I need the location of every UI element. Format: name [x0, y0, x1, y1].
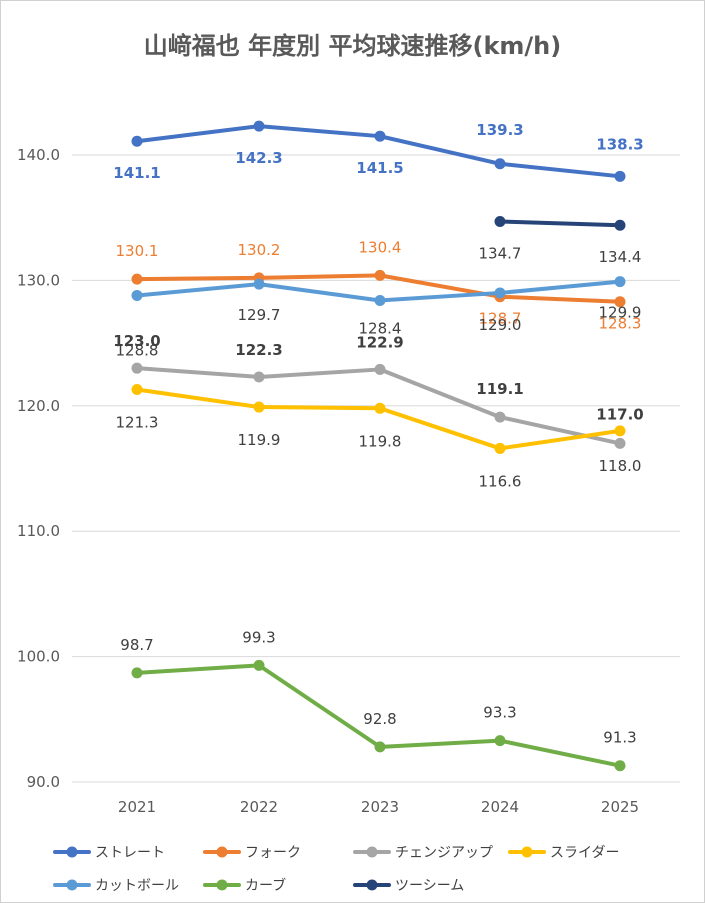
data-point [253, 278, 265, 290]
data-label: 98.7 [120, 636, 153, 654]
data-point [494, 215, 506, 227]
y-tick-label: 120.0 [17, 397, 60, 415]
data-label: 130.4 [359, 238, 402, 256]
legend-label: ストレート [95, 845, 165, 861]
data-point [614, 170, 626, 182]
gridlines [72, 154, 680, 783]
data-point [253, 401, 265, 413]
data-point [374, 294, 386, 306]
data-point [131, 135, 143, 147]
data-point [131, 289, 143, 301]
data-label: 119.8 [359, 432, 402, 450]
data-point [494, 411, 506, 423]
data-label: 122.3 [235, 341, 282, 359]
data-label: 93.3 [483, 704, 516, 722]
data-label: 91.3 [603, 729, 636, 747]
data-label: 99.3 [242, 628, 275, 646]
data-point [614, 760, 626, 772]
y-tick-label: 140.0 [17, 146, 60, 164]
data-label: 134.7 [479, 244, 522, 262]
data-labels: 141.1 142.3 141.5 139.3 138.3 130.1 130.2 130.4… [113, 121, 643, 747]
data-label: 134.4 [599, 248, 642, 266]
data-label: 117.0 [596, 405, 643, 423]
x-tick-label: 2023 [361, 798, 399, 816]
legend-label: ツーシーム [395, 878, 464, 894]
data-label: 142.3 [235, 149, 282, 167]
legend-swatch-marker [366, 879, 378, 891]
legend-label: フォーク [245, 845, 301, 861]
data-label: 123.0 [113, 332, 160, 350]
series-line [498, 219, 622, 228]
data-point [374, 741, 386, 753]
data-label: 119.9 [238, 431, 281, 449]
data-label: 92.8 [363, 710, 396, 728]
data-point [494, 158, 506, 170]
data-point [614, 437, 626, 449]
data-label: 121.3 [116, 413, 159, 431]
data-label: 130.1 [116, 242, 159, 260]
data-point [131, 667, 143, 679]
axis-labels: 90.0 100.0 110.0 120.0 130.0 140.0 2021 2022 202… [17, 146, 639, 816]
data-label: 141.5 [356, 159, 403, 177]
data-label: 129.7 [238, 306, 281, 324]
y-tick-label: 110.0 [17, 522, 60, 540]
series-lines [131, 120, 626, 772]
data-label: 122.9 [356, 333, 403, 351]
data-point [253, 120, 265, 132]
legend-swatch-marker [521, 846, 533, 858]
data-label: 138.3 [596, 135, 643, 153]
data-point [614, 276, 626, 288]
y-tick-label: 90.0 [27, 773, 60, 791]
y-tick-label: 100.0 [17, 648, 60, 666]
legend-swatch-marker [66, 846, 78, 858]
data-label: 129.9 [599, 304, 642, 322]
data-point [494, 735, 506, 747]
legend-label: カーブ [245, 877, 286, 894]
chart-title: 山﨑福也 年度別 平均球速推移(km/h) [143, 32, 562, 60]
legend-label: スライダー [550, 845, 619, 861]
x-tick-label: 2024 [481, 798, 519, 816]
data-label: 128.4 [359, 319, 402, 337]
legend-swatch-marker [366, 846, 378, 858]
data-label: 130.2 [238, 241, 281, 259]
data-point [131, 383, 143, 395]
data-point [494, 287, 506, 299]
data-point [374, 402, 386, 414]
data-point [614, 219, 626, 231]
data-label: 128.7 [479, 310, 522, 328]
data-point [374, 130, 386, 142]
legend-label: カットボール [95, 878, 179, 894]
data-point [614, 425, 626, 437]
data-point [494, 442, 506, 454]
data-label: 139.3 [476, 121, 523, 139]
legend-swatch-marker [216, 846, 228, 858]
y-tick-label: 130.0 [17, 271, 60, 289]
data-label: 116.6 [479, 472, 522, 490]
data-point [131, 362, 143, 374]
legend-label: チェンジアップ [395, 845, 493, 861]
data-point [374, 363, 386, 375]
data-point [131, 273, 143, 285]
data-label: 129.0 [479, 316, 522, 334]
data-point [253, 659, 265, 671]
data-label: 119.1 [476, 380, 523, 398]
legend-swatch-marker [216, 879, 228, 891]
data-label: 128.8 [116, 341, 159, 359]
x-tick-label: 2022 [240, 798, 278, 816]
x-tick-label: 2025 [601, 798, 639, 816]
data-label: 128.3 [599, 315, 642, 333]
data-point [253, 371, 265, 383]
data-label: 118.0 [599, 457, 642, 475]
data-point [374, 269, 386, 281]
legend-swatch-marker [66, 879, 78, 891]
x-tick-label: 2021 [118, 798, 156, 816]
data-label: 141.1 [113, 164, 160, 182]
data-point [614, 296, 626, 308]
